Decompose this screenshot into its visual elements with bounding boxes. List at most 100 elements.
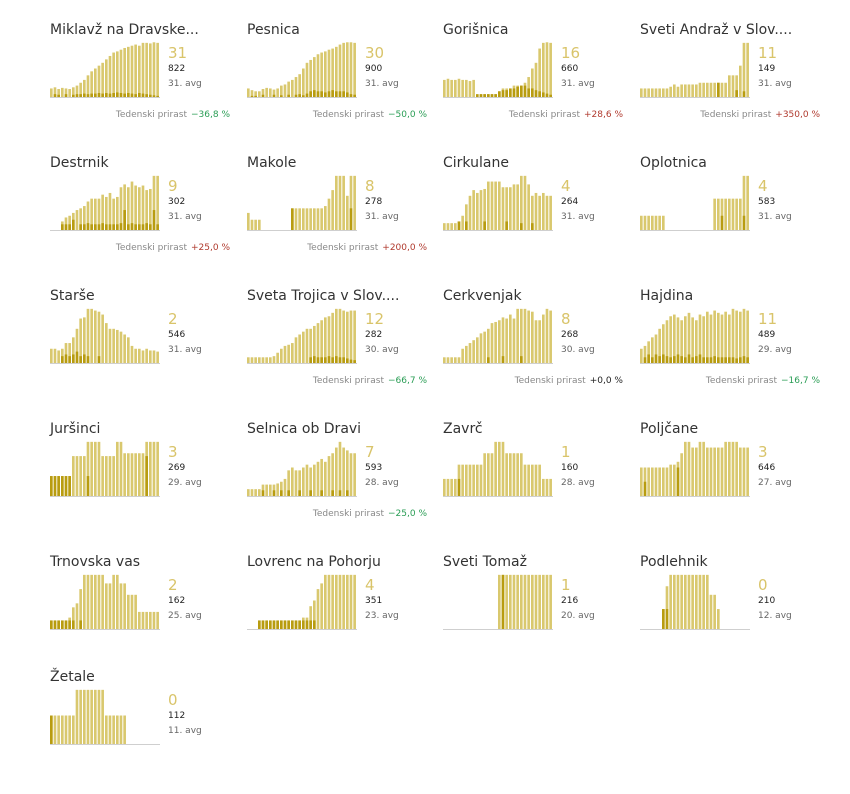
municipality-card: Miklavž na Dravske... 31 822 31. avg Tedensk…: [50, 22, 230, 147]
bar-total: [739, 198, 742, 230]
bar-new: [75, 94, 79, 97]
bar-total: [72, 456, 75, 496]
bar-total: [75, 328, 79, 363]
bar-total: [461, 79, 464, 97]
bar-new: [283, 620, 287, 629]
bar-total: [713, 198, 716, 230]
bar-total: [702, 316, 705, 363]
weekly-growth-label: Tedenski prirast: [312, 110, 384, 120]
bar-total: [494, 181, 497, 230]
bar-new: [79, 356, 82, 363]
bar-total: [684, 84, 687, 97]
bar-total: [498, 181, 501, 230]
bar-total: [735, 310, 738, 363]
bar-total: [156, 175, 159, 230]
bar-total: [97, 441, 101, 496]
bar-total: [717, 447, 720, 496]
bar-total: [457, 357, 461, 363]
bar-new: [64, 94, 68, 97]
bar-total: [523, 574, 527, 629]
bar-new: [138, 93, 141, 97]
bar-total: [691, 447, 694, 496]
bar-total: [298, 208, 301, 230]
bar-new: [101, 223, 104, 230]
bar-total: [534, 62, 538, 97]
bar-total: [501, 317, 505, 363]
total-count: 268: [561, 330, 579, 340]
date-label: 29. avg: [168, 478, 202, 488]
bar-total: [327, 316, 331, 363]
bar-total: [302, 467, 305, 496]
bar-total: [342, 175, 345, 230]
latest-value: 1: [561, 576, 571, 594]
bar-new: [127, 224, 130, 230]
bar-total: [353, 574, 356, 629]
bar-total: [443, 357, 446, 363]
bar-total: [516, 453, 519, 496]
bar-total: [61, 715, 64, 744]
bar-new: [731, 357, 735, 363]
bar-total: [516, 574, 519, 629]
bar-total: [152, 350, 156, 363]
bar-total: [538, 464, 541, 496]
bar-total: [254, 91, 257, 97]
bar-total: [509, 187, 512, 230]
bar-new: [349, 94, 353, 97]
municipality-name: Hajdina: [640, 288, 694, 304]
bar-total: [695, 320, 698, 363]
bar-total: [706, 82, 709, 97]
bar-new: [494, 94, 497, 97]
bar-total: [316, 461, 320, 496]
bar-total: [141, 185, 145, 230]
bar-total: [549, 42, 552, 97]
cases-bar-chart: [443, 175, 553, 231]
bar-total: [483, 188, 486, 230]
bar-total: [152, 175, 156, 230]
bar-new: [90, 224, 93, 230]
bar-total: [509, 453, 512, 496]
bar-total: [276, 88, 279, 97]
bar-total: [684, 316, 687, 363]
bar-total: [709, 447, 713, 496]
bar-total: [280, 481, 283, 496]
bar-new: [691, 357, 694, 363]
bar-new: [130, 223, 134, 230]
bar-total: [152, 611, 156, 629]
bar-total: [549, 310, 552, 363]
bar-total: [83, 206, 86, 230]
bar-total: [127, 46, 130, 97]
total-count: 822: [168, 64, 186, 74]
weekly-growth-value: +0,0 %: [589, 376, 623, 386]
bar-new: [331, 90, 334, 97]
cases-bar-chart: [443, 574, 553, 630]
date-label: 27. avg: [758, 478, 792, 488]
bar-total: [90, 441, 93, 496]
bar-total: [130, 453, 134, 496]
bar-total: [75, 210, 79, 230]
bar-total: [294, 77, 298, 97]
bar-new: [724, 357, 727, 363]
bar-total: [520, 175, 523, 230]
bar-total: [272, 484, 276, 496]
bar-total: [695, 574, 698, 629]
bar-total: [523, 175, 527, 230]
bar-total: [309, 208, 312, 230]
municipality-name: Makole: [247, 155, 297, 171]
bar-total: [123, 583, 126, 629]
bar-total: [94, 689, 97, 744]
bar-total: [247, 357, 250, 363]
bar-total: [490, 181, 494, 230]
municipality-name: Oplotnica: [640, 155, 707, 171]
latest-value: 8: [365, 177, 375, 195]
bar-new: [647, 354, 650, 363]
bar-new: [123, 210, 126, 230]
bar-new: [742, 91, 746, 97]
bar-total: [702, 82, 705, 97]
bar-total: [549, 574, 552, 629]
bar-total: [316, 54, 320, 97]
bar-total: [72, 337, 75, 363]
municipality-card: Sveta Trojica v Slov.... 12 282 30. avg Tede…: [247, 288, 427, 413]
date-label: 31. avg: [365, 79, 399, 89]
bar-total: [680, 574, 683, 629]
bar-total: [687, 312, 691, 363]
